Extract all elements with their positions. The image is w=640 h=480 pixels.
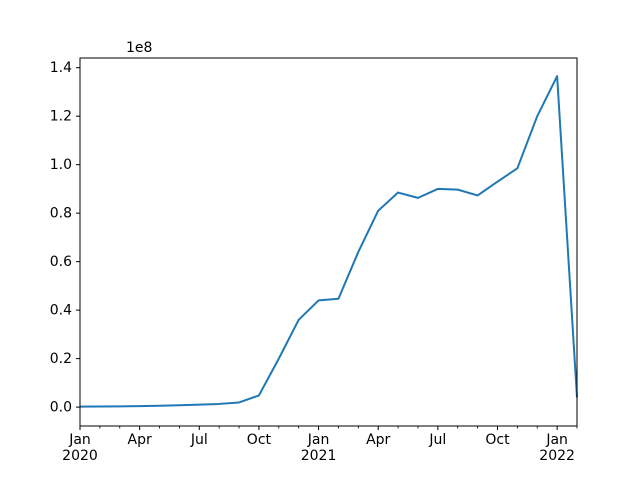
y-axis-tick-label: 1.4 xyxy=(50,60,72,76)
plot-border xyxy=(79,57,578,427)
x-axis-tick-label: Jul xyxy=(190,432,208,448)
x-axis-tick-year-label: 2022 xyxy=(539,448,575,464)
x-axis-tick-year-label: 2020 xyxy=(62,448,98,464)
y-axis-tick-label: 1.2 xyxy=(50,109,72,125)
y-axis-tick-label: 0.4 xyxy=(50,303,72,319)
y-axis-tick-label: 0.0 xyxy=(50,400,72,416)
y-axis-tick-label: 1.0 xyxy=(50,157,72,173)
x-axis-tick-year-label: 2021 xyxy=(301,448,337,464)
x-axis-tick-label: Apr xyxy=(366,432,390,448)
x-axis-tick-label: Jul xyxy=(428,432,446,448)
x-axis-tick-label: Oct xyxy=(485,432,510,448)
x-axis-tick-label: Jan xyxy=(68,432,91,448)
x-axis-tick-label: Apr xyxy=(128,432,152,448)
x-axis-tick-label: Jan xyxy=(307,432,330,448)
y-axis-tick-label: 0.8 xyxy=(50,206,72,222)
data-series-line xyxy=(79,75,578,408)
x-axis-tick-label: Jan xyxy=(545,432,568,448)
y-axis-tick-label: 0.6 xyxy=(50,254,72,270)
y-axis-offset-label: 1e8 xyxy=(126,40,153,56)
y-axis-tick-label: 0.2 xyxy=(50,351,72,367)
x-axis-tick-label: Oct xyxy=(247,432,272,448)
